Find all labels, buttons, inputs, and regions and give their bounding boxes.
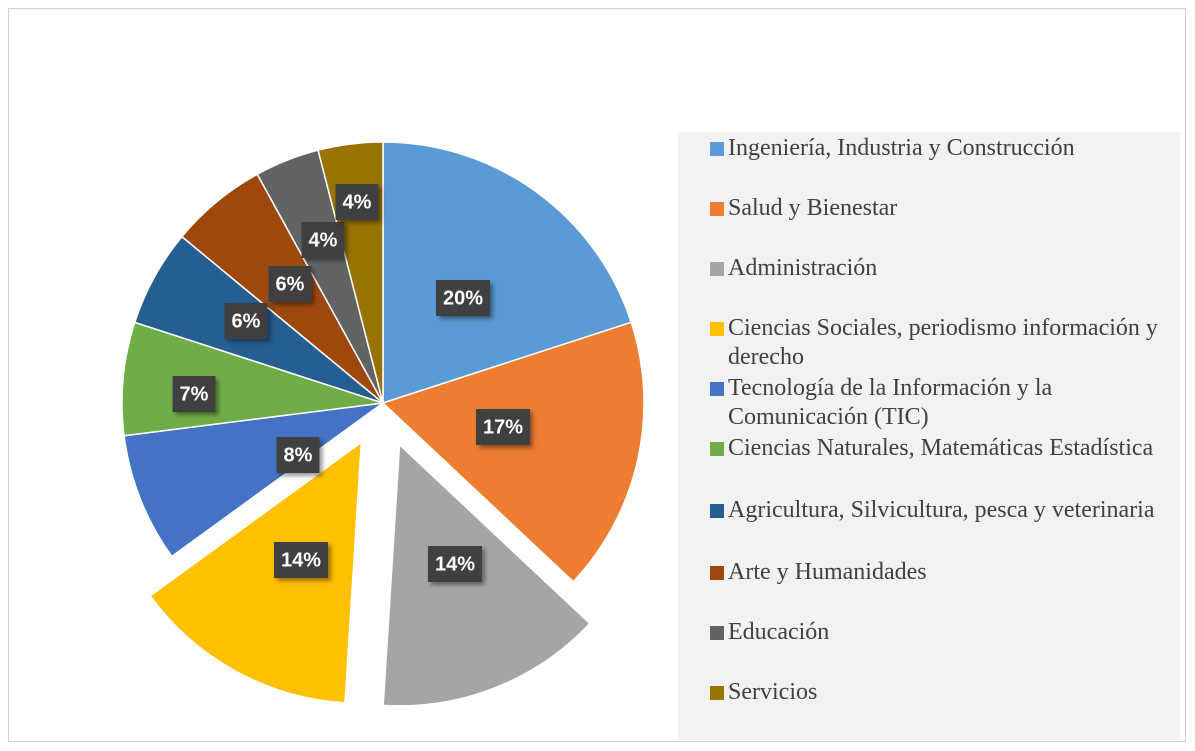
legend-item: Agricultura, Silvicultura, pesca y veter… <box>708 496 1168 525</box>
data-label: 8% <box>276 437 320 473</box>
legend-label: Ciencias Sociales, periodismo informació… <box>728 315 1158 370</box>
data-label-box <box>301 222 345 258</box>
legend-item: Ciencias Sociales, periodismo informació… <box>708 314 1168 372</box>
data-label-text: 20% <box>443 287 483 309</box>
data-label-box <box>335 184 379 220</box>
legend-swatch <box>710 442 724 456</box>
data-label-box <box>475 409 531 445</box>
pie-slice <box>149 440 363 704</box>
legend-swatch <box>710 686 724 700</box>
legend-item: Arte y Humanidades <box>708 558 1168 587</box>
legend-swatch <box>710 202 724 216</box>
legend-swatch <box>710 626 724 640</box>
legend-swatch <box>710 566 724 580</box>
legend-label: Tecnología de la Información y la Comuni… <box>728 375 1053 430</box>
data-label: 4% <box>335 184 379 220</box>
data-label-text: 14% <box>281 549 321 571</box>
pie-slice <box>382 141 633 405</box>
legend-swatch <box>710 322 724 336</box>
legend-item: Ingeniería, Industria y Construcción <box>708 134 1168 163</box>
data-label: 6% <box>224 303 268 339</box>
legend-item: Educación <box>708 618 1168 647</box>
data-label-text: 4% <box>309 229 338 251</box>
legend-label: Servicios <box>728 679 818 705</box>
legend-label: Agricultura, Silvicultura, pesca y veter… <box>728 497 1155 523</box>
legend-swatch <box>710 262 724 276</box>
data-label-text: 6% <box>276 273 305 295</box>
data-label-text: 7% <box>180 383 209 405</box>
data-label: 14% <box>273 542 329 578</box>
data-label-text: 8% <box>284 444 313 466</box>
data-label: 7% <box>172 376 216 412</box>
pie-slice <box>381 321 645 583</box>
legend-item: Ciencias Naturales, Matemáticas Estadíst… <box>708 434 1168 463</box>
legend-label: Arte y Humanidades <box>728 559 927 585</box>
legend-item: Tecnología de la Información y la Comuni… <box>708 374 1168 432</box>
legend-label: Salud y Bienestar <box>728 195 898 221</box>
data-label-box <box>273 542 329 578</box>
data-label: 20% <box>435 280 491 316</box>
data-label-box <box>172 376 216 412</box>
legend-item: Salud y Bienestar <box>708 194 1168 223</box>
chart-frame <box>8 8 1186 742</box>
data-label: 14% <box>427 546 483 582</box>
data-label-text: 6% <box>232 310 261 332</box>
data-label-box <box>435 280 491 316</box>
data-label-text: 17% <box>483 416 523 438</box>
data-label: 4% <box>301 222 345 258</box>
data-label-box <box>276 437 320 473</box>
legend-label: Administración <box>728 255 878 281</box>
data-label-text: 4% <box>343 191 372 213</box>
legend-swatch <box>710 504 724 518</box>
legend-label: Ingeniería, Industria y Construcción <box>728 135 1075 161</box>
pie-slice <box>382 443 591 707</box>
data-label-box <box>427 546 483 582</box>
data-label: 6% <box>268 266 312 302</box>
legend: Ingeniería, Industria y Construcción Salu… <box>678 132 1180 740</box>
data-label: 17% <box>475 409 531 445</box>
data-label-box <box>224 303 268 339</box>
data-label-text: 14% <box>435 553 475 575</box>
legend-label: Ciencias Naturales, Matemáticas Estadíst… <box>728 435 1154 461</box>
legend-swatch <box>710 142 724 156</box>
legend-label: Educación <box>728 619 830 645</box>
legend-item: Administración <box>708 254 1168 283</box>
legend-swatch <box>710 382 724 396</box>
legend-item: Servicios <box>708 678 1168 707</box>
data-label-box <box>268 266 312 302</box>
